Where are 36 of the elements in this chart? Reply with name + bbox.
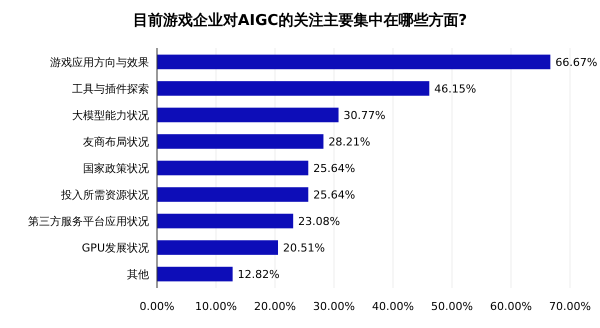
y-tick-label: 大模型能力状况 [72,108,149,122]
y-tick-label: 友商布局状况 [83,135,149,148]
x-tick-label: 60.00% [490,300,532,313]
y-tick-label: 第三方服务平台应用状况 [28,214,149,228]
data-label: 12.82% [238,268,280,281]
bar [157,187,308,202]
y-tick-label: GPU发展状况 [82,241,149,254]
x-tick-label: 10.00% [195,300,237,313]
data-label: 46.15% [434,82,476,96]
x-tick-label: 0.00% [140,300,174,313]
data-label: 30.77% [344,108,386,122]
data-label: 28.21% [328,135,370,148]
y-tick-label: 工具与插件探索 [72,82,149,96]
bar [157,240,278,255]
y-tick-label: 游戏应用方向与效果 [50,56,149,69]
data-label: 25.64% [313,188,356,202]
bar [157,54,550,70]
data-label: 20.51% [283,241,325,254]
bar [157,214,294,228]
bar [157,81,430,96]
x-tick-label: 70.00% [549,300,591,313]
chart-title: 目前游戏企业对AIGC的关注主要集中在哪些方面? [132,11,468,29]
bar [157,160,308,176]
data-label: 25.64% [313,162,356,175]
y-tick-label: 国家政策状况 [83,162,149,175]
bar [157,134,324,149]
x-tick-label: 40.00% [372,300,414,313]
x-tick-label: 30.00% [313,300,355,313]
data-label: 66.67% [555,56,598,69]
x-tick-label: 20.00% [254,300,296,313]
y-tick-label: 投入所需资源状况 [60,188,149,202]
data-label: 23.08% [298,214,340,228]
bar [157,108,339,122]
y-tick-label: 其他 [127,268,149,281]
x-tick-label: 50.00% [431,300,473,313]
bar [157,266,233,282]
